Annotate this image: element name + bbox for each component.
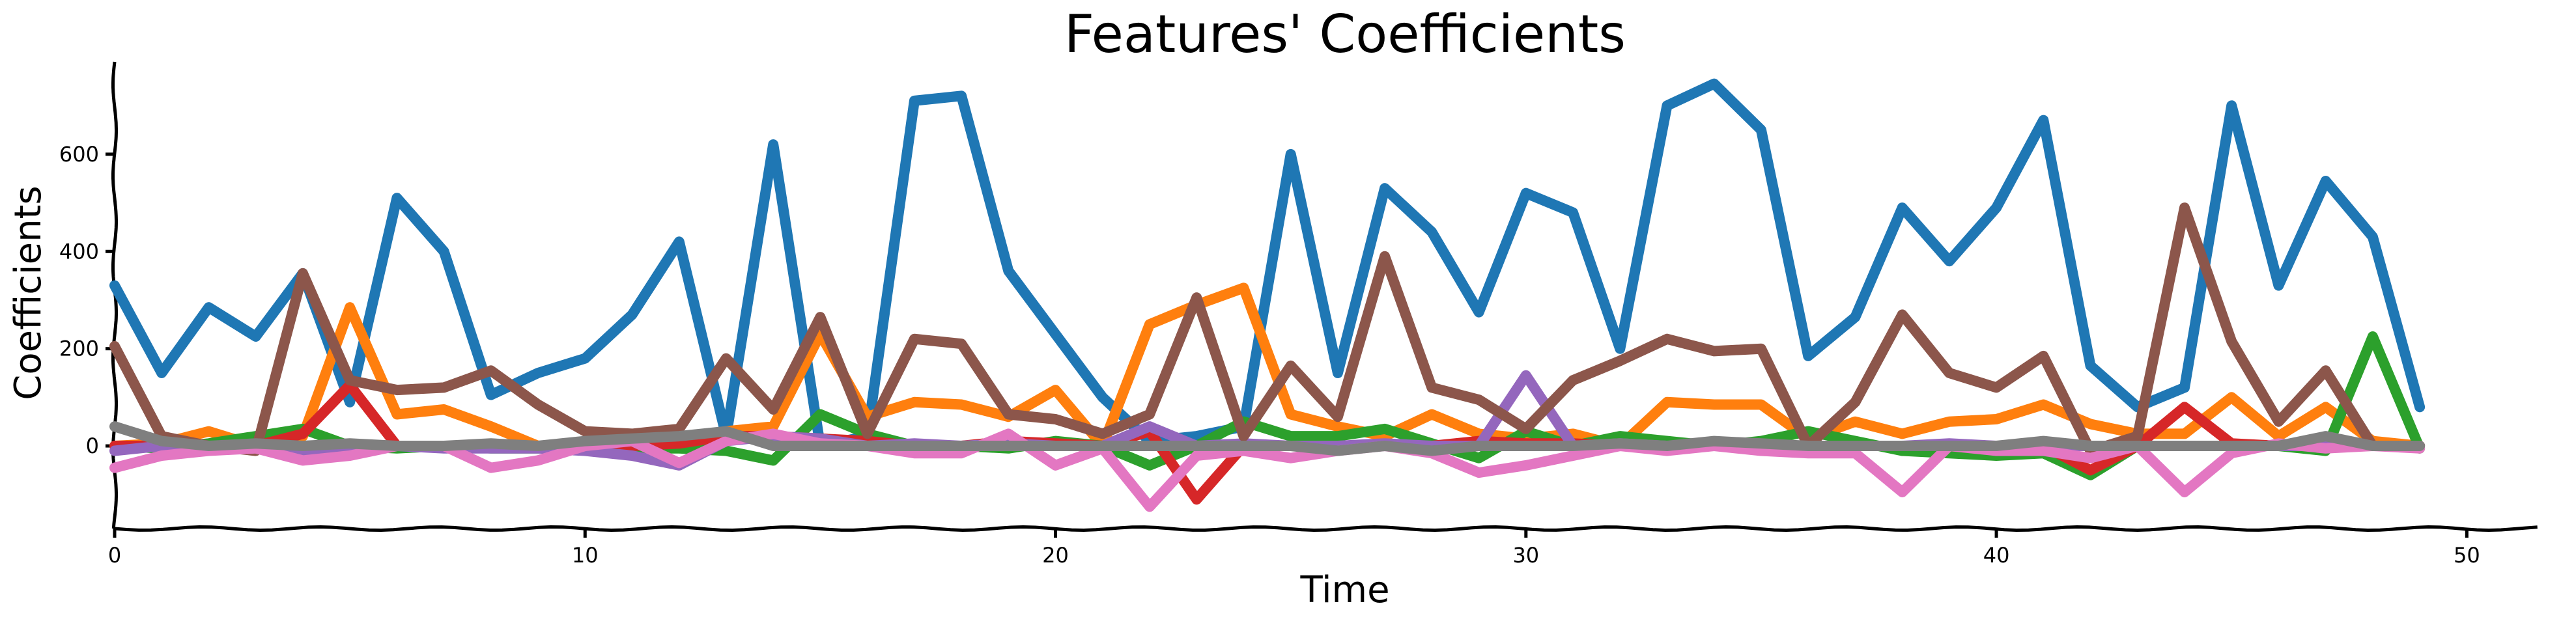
x-tick-label: 20 bbox=[1042, 543, 1069, 568]
chart-title: Features' Coefficients bbox=[1064, 4, 1626, 64]
series-line-1 bbox=[109, 78, 2426, 451]
x-tick-label: 50 bbox=[2454, 543, 2480, 568]
x-axis-ticks: 0 10 20 30 40 50 bbox=[108, 529, 2480, 568]
series-line-2 bbox=[109, 283, 2426, 451]
series-line-7 bbox=[109, 428, 2426, 512]
x-axis-line bbox=[114, 525, 2538, 532]
y-tick-label: 200 bbox=[59, 337, 99, 361]
y-tick-label: 600 bbox=[59, 142, 99, 167]
y-axis-label: Coefficients bbox=[7, 186, 50, 400]
series-line-6 bbox=[109, 202, 2426, 456]
y-tick-label: 400 bbox=[59, 239, 99, 264]
x-axis-label: Time bbox=[1299, 569, 1389, 611]
x-tick-label: 0 bbox=[108, 543, 121, 568]
plot-area bbox=[109, 78, 2426, 512]
series-line-8 bbox=[109, 421, 2426, 456]
y-tick-label: 0 bbox=[86, 434, 99, 458]
x-tick-label: 40 bbox=[1983, 543, 2010, 568]
x-tick-label: 30 bbox=[1512, 543, 1539, 568]
y-axis-ticks: 0 200 400 600 bbox=[59, 142, 115, 458]
x-tick-label: 10 bbox=[572, 543, 599, 568]
